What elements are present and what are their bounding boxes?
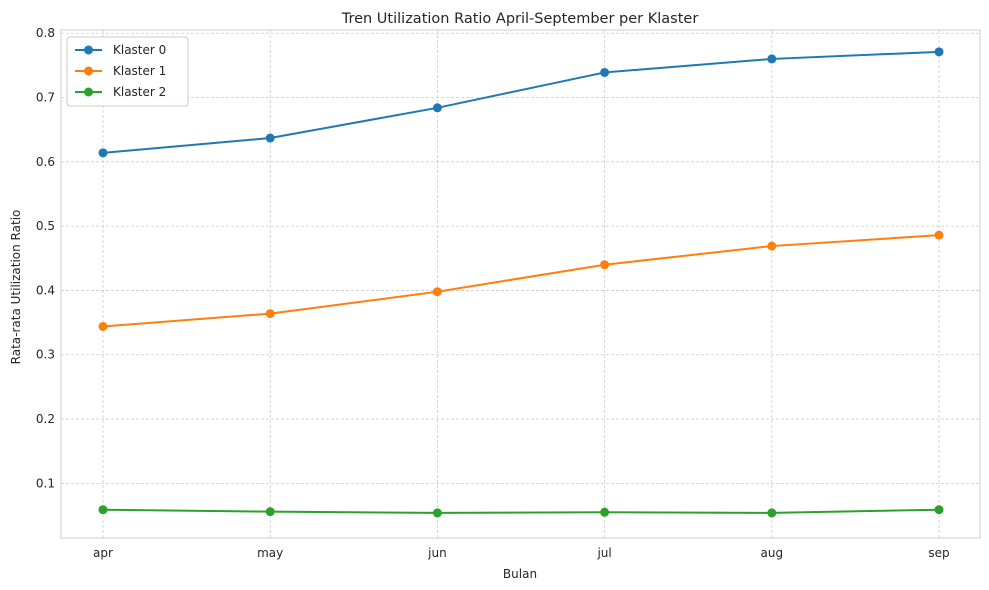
series-2 (98, 505, 944, 518)
y-tick-label: 0.1 (36, 476, 55, 490)
x-tick-label: may (257, 546, 283, 560)
data-point (98, 148, 108, 158)
x-tick-label: aug (761, 546, 784, 560)
y-axis-label: Rata-rata Utilization Ratio (9, 210, 23, 365)
data-point (432, 287, 442, 297)
y-axis-ticks: 0.1 0.2 0.3 0.4 0.5 0.6 0.7 0.8 (36, 26, 55, 490)
data-point (265, 133, 275, 143)
series-line (102, 50, 940, 154)
data-point (934, 230, 944, 240)
series-lines (98, 47, 944, 518)
data-point (767, 508, 777, 518)
data-point (600, 67, 610, 77)
data-point (265, 507, 275, 517)
series-1 (98, 230, 944, 331)
data-point (600, 507, 610, 517)
data-point (98, 505, 108, 515)
data-point (600, 260, 610, 270)
y-tick-label: 0.6 (36, 155, 55, 169)
legend-label: Klaster 2 (113, 85, 166, 99)
data-point (98, 321, 108, 331)
y-tick-label: 0.2 (36, 412, 55, 426)
legend-marker (84, 66, 93, 76)
y-tick-label: 0.7 (36, 91, 55, 105)
y-tick-label: 0.5 (36, 219, 55, 233)
legend: Klaster 0 Klaster 1 Klaster 2 (66, 36, 189, 107)
legend-marker (84, 87, 93, 97)
plot-area (60, 29, 981, 539)
legend-box (66, 36, 189, 107)
legend-item: Klaster 0 (75, 43, 166, 57)
legend-item: Klaster 2 (75, 85, 166, 99)
x-tick-label: sep (928, 546, 949, 560)
y-tick-label: 0.4 (36, 283, 55, 297)
series-0 (98, 47, 944, 158)
data-point (432, 103, 442, 113)
y-tick-label: 0.3 (36, 348, 55, 362)
x-axis-label: Bulan (503, 567, 537, 581)
x-tick-label: jun (427, 546, 447, 560)
data-point (934, 505, 944, 515)
data-point (265, 309, 275, 319)
data-point (767, 54, 777, 64)
data-point (767, 241, 777, 251)
legend-label: Klaster 0 (113, 43, 166, 57)
legend-marker (84, 45, 93, 55)
data-point (432, 508, 442, 518)
legend-item: Klaster 1 (75, 64, 166, 78)
y-tick-label: 0.8 (36, 26, 55, 40)
grid (61, 30, 980, 538)
x-axis-ticks: apr may jun jul aug sep (93, 546, 950, 560)
x-tick-label: apr (93, 546, 113, 560)
data-point (934, 47, 944, 57)
x-tick-label: jul (596, 546, 611, 560)
legend-label: Klaster 1 (113, 64, 166, 78)
chart-title: Tren Utilization Ratio April-September p… (341, 11, 699, 27)
series-line (102, 508, 940, 514)
series-line (102, 234, 940, 328)
